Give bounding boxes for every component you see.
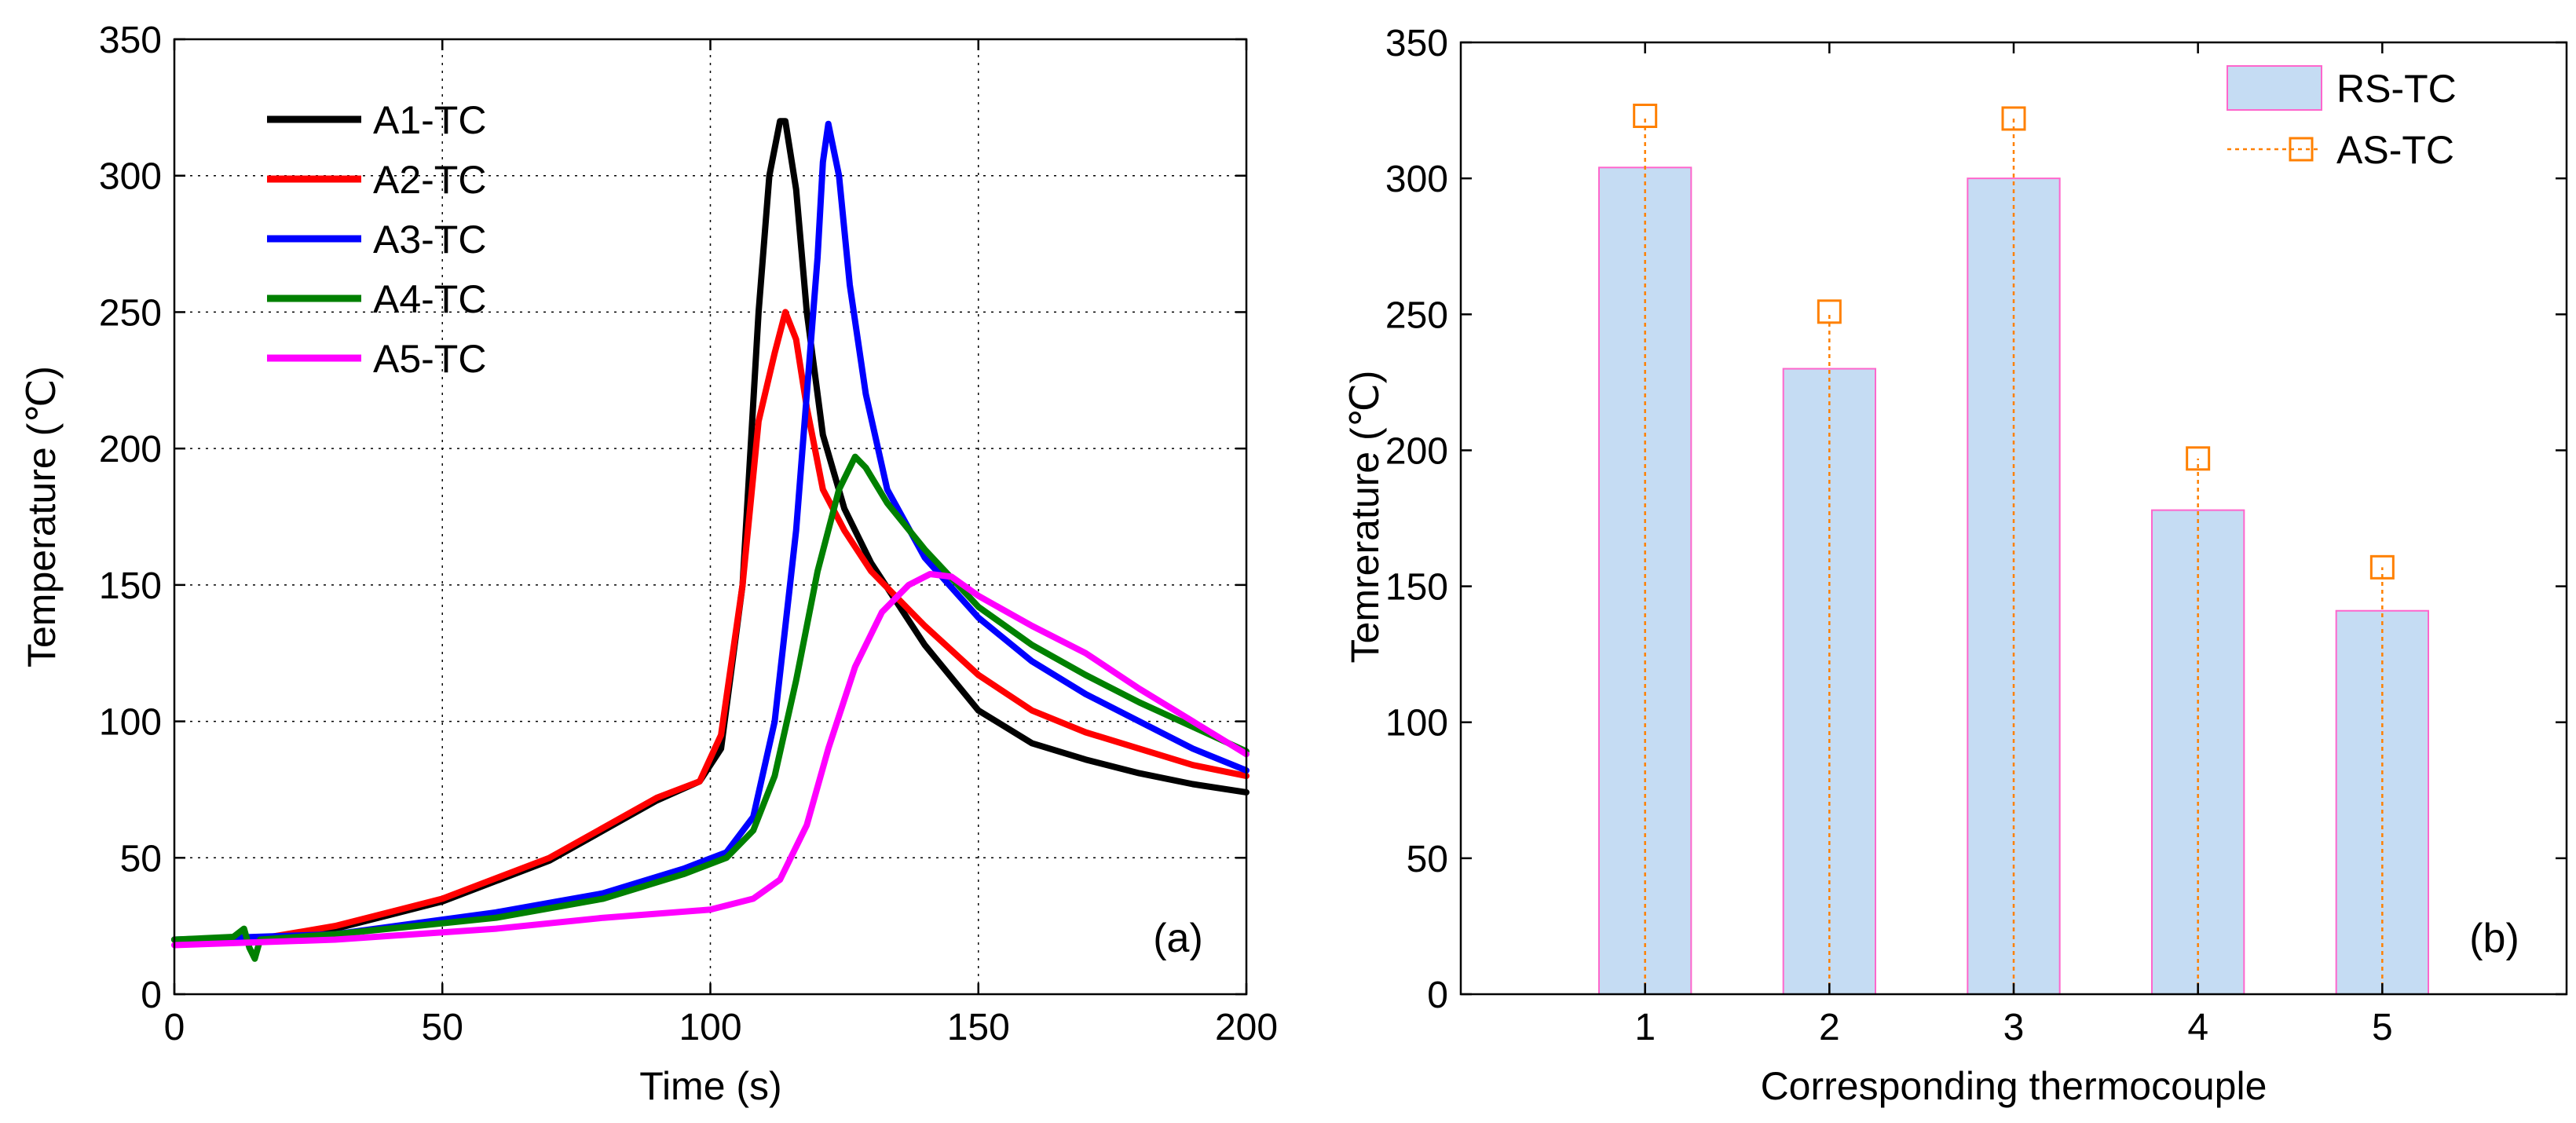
marker-as-tc (2001, 106, 2026, 131)
legend-label: A1-TC (373, 98, 486, 142)
panel-label-b: (b) (2469, 916, 2519, 961)
y-tick-label: 200 (99, 429, 162, 470)
x-tick-label: 4 (2187, 1007, 2208, 1048)
x-tick-label: 200 (1215, 1007, 1278, 1048)
y-tick-label: 150 (99, 565, 162, 607)
legend-label: AS-TC (2336, 128, 2454, 172)
marker-as-tc (2186, 446, 2211, 471)
series-line-a5-tc (171, 571, 1250, 949)
y-tick-label: 250 (1385, 294, 1448, 336)
legend-a: A1-TC A2-TC A3-TC A4-TC A5-TC (267, 98, 486, 381)
x-tick-label: 1 (1634, 1007, 1656, 1048)
y-tick-label: 0 (141, 975, 162, 1016)
y-tick-label: 50 (120, 838, 162, 880)
series-line-a4-tc (171, 453, 1250, 962)
series-line-a2-tc (171, 309, 1250, 943)
x-tick-label: 100 (679, 1007, 741, 1048)
y-tick-label: 150 (1385, 567, 1448, 609)
y-tick-label: 350 (1385, 23, 1448, 64)
y-tick-label: 100 (1385, 703, 1448, 744)
y-tick-label: 350 (99, 20, 162, 61)
legend-label: A4-TC (373, 277, 486, 321)
marker-as-tc (1817, 299, 1842, 324)
x-axis-label-b: Corresponding thermocouple (1761, 1064, 2267, 1108)
x-tick-label: 2 (1819, 1007, 1840, 1048)
marker-as-tc (2369, 554, 2395, 580)
y-tick-label: 250 (99, 292, 162, 334)
panel-label-a: (a) (1153, 916, 1203, 961)
marker-as-tc (1633, 103, 1658, 128)
y-tick-label: 0 (1427, 975, 1448, 1016)
bars-b (1598, 103, 2430, 996)
y-axis-label-a: Temperature (℃) (20, 366, 64, 668)
x-tick-label: 0 (164, 1007, 185, 1048)
y-tick-label: 300 (1385, 159, 1448, 200)
y-tick-label: 50 (1407, 839, 1448, 880)
ticks-a: 0 50 100 150 200 0 50 100 150 200 250 300 350 (99, 20, 1278, 1048)
x-tick-label: 150 (947, 1007, 1010, 1048)
ticks-b: 0 50 100 150 200 250 300 350 1 2 3 4 5 (1385, 23, 2567, 1048)
y-tick-label: 100 (99, 702, 162, 744)
x-tick-label: 50 (422, 1007, 463, 1048)
legend-swatch-as-marker (2289, 137, 2314, 162)
legend-label: A3-TC (373, 218, 486, 262)
legend-label: RS-TC (2336, 67, 2457, 111)
bar-rs-tc (1782, 368, 1877, 995)
x-tick-label: 3 (2003, 1007, 2025, 1048)
x-tick-label: 5 (2372, 1007, 2393, 1048)
chart-b: 0 50 100 150 200 250 300 350 1 2 3 4 5 RS-TC AS-TC (b… (1343, 23, 2568, 1108)
y-axis-label-b: Temrerature (℃) (1343, 371, 1387, 664)
y-tick-label: 300 (99, 156, 162, 198)
x-axis-label-a: Time (s) (639, 1064, 781, 1108)
legend-label: A2-TC (373, 158, 486, 202)
series-lines-a (171, 118, 1250, 962)
y-tick-label: 200 (1385, 430, 1448, 472)
bar-rs-tc (1598, 166, 1692, 996)
legend-swatch-rs (2227, 65, 2322, 111)
legend-b: RS-TC AS-TC (2227, 65, 2457, 172)
legend-label: A5-TC (373, 337, 486, 381)
series-line-a3-tc (171, 120, 1250, 943)
